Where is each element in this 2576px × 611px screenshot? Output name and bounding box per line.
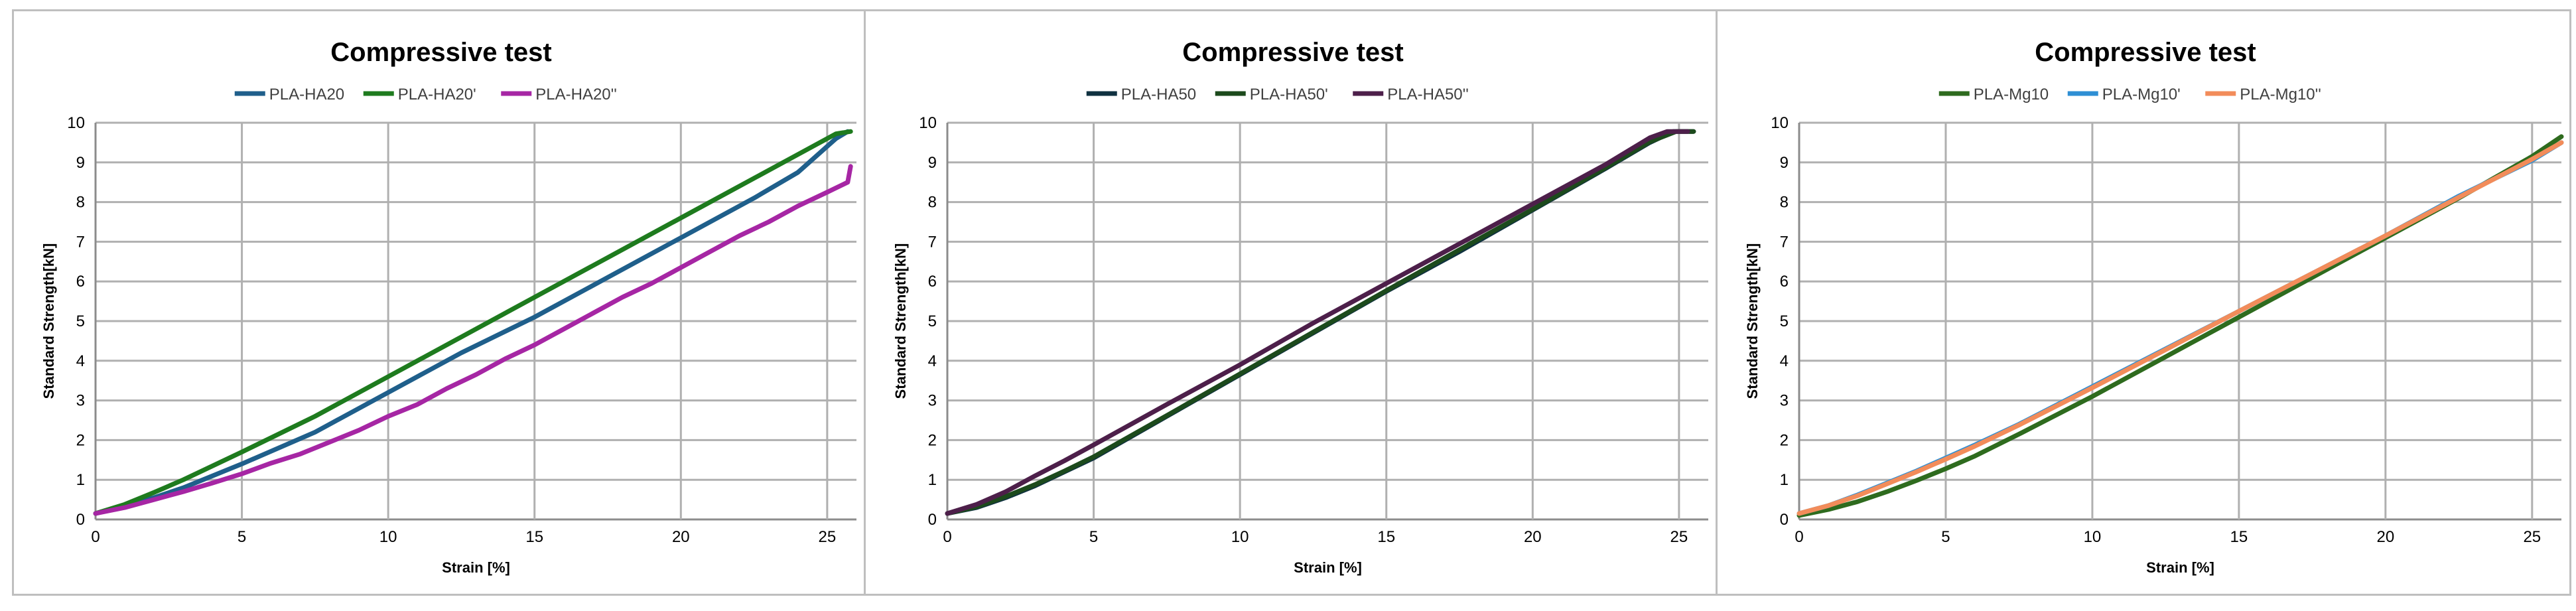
legend-label: PLA-HA20'' xyxy=(535,86,617,103)
y-tick-label: 3 xyxy=(76,392,85,410)
chart-title: Compressive test xyxy=(1182,38,1403,67)
legend-label: PLA-HA50'' xyxy=(1387,86,1469,103)
legend-label: PLA-HA50 xyxy=(1121,86,1196,103)
series-line xyxy=(1796,140,2564,516)
chart-title: Compressive test xyxy=(2035,38,2256,67)
legend: PLA-HA50 PLA-HA50' PLA-HA50'' xyxy=(1086,86,1469,103)
y-tick-label: 10 xyxy=(67,114,85,132)
x-tick-label: 20 xyxy=(1524,528,1542,546)
series-line xyxy=(945,129,1696,516)
y-tick-label: 1 xyxy=(1780,471,1789,489)
y-tick-label: 6 xyxy=(76,273,85,291)
y-axis-label: Standard Strength[kN] xyxy=(892,243,909,399)
y-tick-label: 5 xyxy=(76,312,85,330)
x-tick-label: 0 xyxy=(943,528,951,546)
series-line xyxy=(945,129,1696,516)
y-tick-label: 5 xyxy=(928,312,937,330)
x-tick-label: 25 xyxy=(2523,528,2541,546)
y-tick-label: 3 xyxy=(1780,392,1789,410)
x-tick-label: 20 xyxy=(2376,528,2394,546)
y-axis-label: Standard Strength[kN] xyxy=(1744,243,1761,399)
legend-label: PLA-HA20 xyxy=(269,86,344,103)
y-tick-label: 9 xyxy=(1780,154,1789,172)
y-tick-label: 4 xyxy=(1780,352,1789,370)
y-tick-label: 5 xyxy=(1780,312,1789,330)
x-tick-label: 10 xyxy=(1231,528,1249,546)
y-tick-label: 10 xyxy=(919,114,937,132)
y-tick-label: 7 xyxy=(928,233,937,251)
y-tick-label: 4 xyxy=(928,352,937,370)
y-tick-label: 9 xyxy=(928,154,937,172)
y-tick-label: 7 xyxy=(76,233,85,251)
y-tick-label: 7 xyxy=(1780,233,1789,251)
y-tick-label: 8 xyxy=(928,194,937,212)
legend: PLA-HA20 PLA-HA20' PLA-HA20'' xyxy=(234,86,617,103)
y-tick-label: 3 xyxy=(928,392,937,410)
y-tick-label: 0 xyxy=(1780,511,1789,529)
legend-label: PLA-HA50' xyxy=(1250,86,1328,103)
y-tick-label: 2 xyxy=(1780,431,1789,449)
legend-label: PLA-HA20' xyxy=(398,86,476,103)
y-tick-label: 4 xyxy=(76,352,85,370)
x-tick-label: 15 xyxy=(1377,528,1395,546)
x-tick-label: 10 xyxy=(379,528,397,546)
x-tick-label: 5 xyxy=(1089,528,1098,546)
x-tick-label: 10 xyxy=(2084,528,2102,546)
series-line xyxy=(945,129,1690,516)
y-tick-label: 0 xyxy=(928,511,937,529)
y-tick-label: 0 xyxy=(76,511,85,529)
x-tick-label: 25 xyxy=(819,528,837,546)
x-tick-label: 20 xyxy=(672,528,690,546)
y-tick-label: 9 xyxy=(76,154,85,172)
y-tick-label: 8 xyxy=(1780,194,1789,212)
y-tick-label: 10 xyxy=(1771,114,1789,132)
x-tick-label: 15 xyxy=(525,528,543,546)
x-tick-label: 0 xyxy=(91,528,100,546)
y-tick-label: 1 xyxy=(76,471,85,489)
legend-label: PLA-Mg10' xyxy=(2102,86,2181,103)
series-line xyxy=(1796,140,2564,516)
legend-label: PLA-Mg10'' xyxy=(2240,86,2321,103)
y-tick-label: 8 xyxy=(76,194,85,212)
x-axis-label: Strain [%] xyxy=(1294,559,1362,576)
x-tick-label: 25 xyxy=(1670,528,1688,546)
x-tick-label: 15 xyxy=(2230,528,2248,546)
series-line xyxy=(1796,134,2564,518)
chart-title: Compressive test xyxy=(330,38,551,67)
series-line xyxy=(93,129,850,516)
x-axis-label: Strain [%] xyxy=(442,559,510,576)
y-tick-label: 6 xyxy=(1780,273,1789,291)
chart-panel-2: Compressive test PLA-HA50 PLA-HA50' PLA-HA5… xyxy=(864,9,1718,596)
series-line xyxy=(93,164,853,516)
y-tick-label: 2 xyxy=(76,431,85,449)
x-tick-label: 5 xyxy=(1941,528,1950,546)
x-tick-label: 5 xyxy=(237,528,246,546)
y-tick-label: 6 xyxy=(928,273,937,291)
series-line xyxy=(93,129,853,516)
y-tick-label: 1 xyxy=(928,471,937,489)
chart-panel-1: Compressive test PLA-HA20 PLA-HA20' PLA-HA2… xyxy=(12,9,866,596)
chart-panel-3: Compressive test PLA-Mg10 PLA-Mg10' PLA-Mg1… xyxy=(1716,9,2571,596)
legend-label: PLA-Mg10 xyxy=(1974,86,2049,103)
legend: PLA-Mg10 PLA-Mg10' PLA-Mg10'' xyxy=(1938,86,2321,103)
y-tick-label: 2 xyxy=(928,431,937,449)
x-axis-label: Strain [%] xyxy=(2146,559,2214,576)
y-axis-label: Standard Strength[kN] xyxy=(40,243,57,399)
x-tick-label: 0 xyxy=(1795,528,1803,546)
